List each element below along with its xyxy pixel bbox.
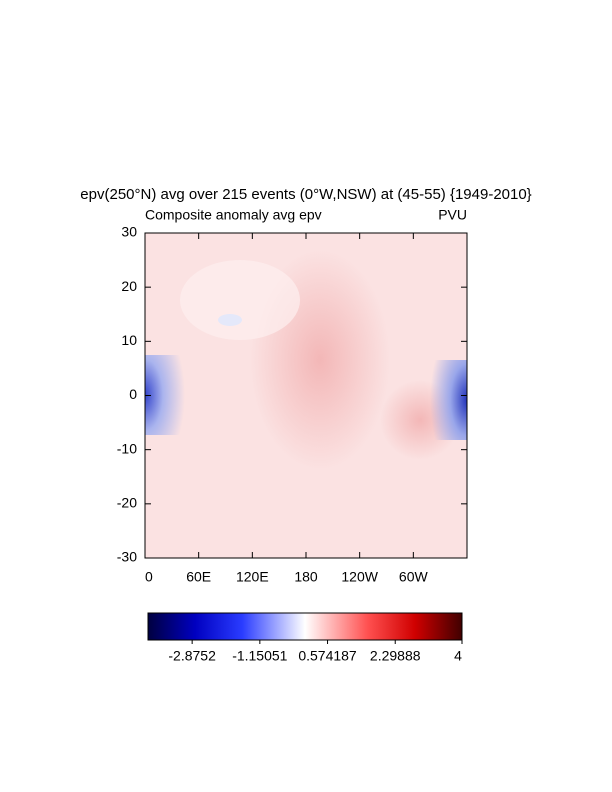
y-tick-label: 0 — [129, 386, 137, 402]
y-tick-label: 30 — [121, 224, 137, 240]
colorbar-label: 2.29888 — [370, 648, 421, 664]
x-tick-label: 120W — [341, 569, 378, 585]
subtitle-left: Composite anomaly avg epv — [145, 207, 322, 223]
y-tick-label: -10 — [117, 440, 137, 456]
x-tick-label: 120E — [236, 569, 269, 585]
subtitle-right: PVU — [438, 207, 467, 223]
x-tick-label: 60W — [399, 569, 429, 585]
y-tick-label: -20 — [117, 495, 137, 511]
field — [145, 233, 467, 558]
colorbar-label: -2.8752 — [168, 648, 216, 664]
colorbar-label: 0.574187 — [298, 648, 357, 664]
y-tick-label: -30 — [117, 549, 137, 565]
colorbar-label: 4 — [454, 648, 462, 664]
y-tick-label: 20 — [121, 278, 137, 294]
y-tick-label: 10 — [121, 332, 137, 348]
colorbar-label: -1.15051 — [232, 648, 287, 664]
chart-title: epv(250°N) avg over 215 events (0°W,NSW)… — [80, 186, 531, 203]
colorbar — [147, 612, 463, 641]
x-tick-label: 0 — [145, 569, 153, 585]
x-tick-label: 180 — [294, 569, 318, 585]
x-tick-label: 60E — [186, 569, 211, 585]
